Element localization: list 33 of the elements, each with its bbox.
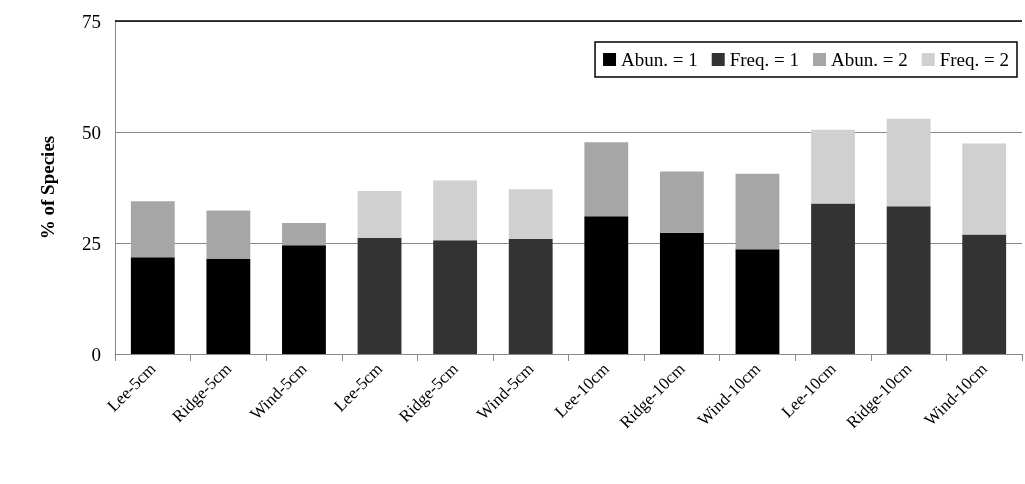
bar	[130, 201, 175, 258]
bar	[886, 118, 931, 207]
bar	[962, 234, 1007, 354]
bar	[282, 223, 326, 246]
bar	[735, 249, 780, 354]
y-axis-title: % of Species	[37, 135, 58, 240]
bar	[357, 237, 402, 354]
bar	[282, 245, 326, 354]
bar	[357, 191, 402, 238]
y-tick-label: 75	[82, 10, 101, 32]
legend-label: Freq. = 1	[729, 49, 800, 70]
bar	[508, 239, 553, 354]
bar	[735, 173, 780, 250]
bar	[584, 216, 629, 354]
bar	[584, 142, 629, 217]
bar	[886, 206, 931, 354]
y-tick-label: 50	[82, 121, 101, 143]
bar	[811, 129, 855, 204]
legend-label: Freq. = 2	[939, 49, 1009, 70]
bar	[659, 232, 704, 354]
y-tick-label: 0	[91, 343, 101, 365]
legend-label: Abun. = 1	[621, 49, 698, 70]
bar	[206, 258, 251, 354]
bar	[508, 189, 553, 239]
y-tick-label: 25	[82, 232, 101, 254]
bar	[130, 257, 175, 354]
legend-label: Abun. = 2	[831, 49, 908, 70]
bar	[962, 143, 1007, 235]
bar	[811, 203, 855, 354]
bar	[659, 171, 704, 233]
bar	[433, 180, 478, 241]
bar	[433, 240, 478, 354]
bar	[206, 210, 251, 259]
